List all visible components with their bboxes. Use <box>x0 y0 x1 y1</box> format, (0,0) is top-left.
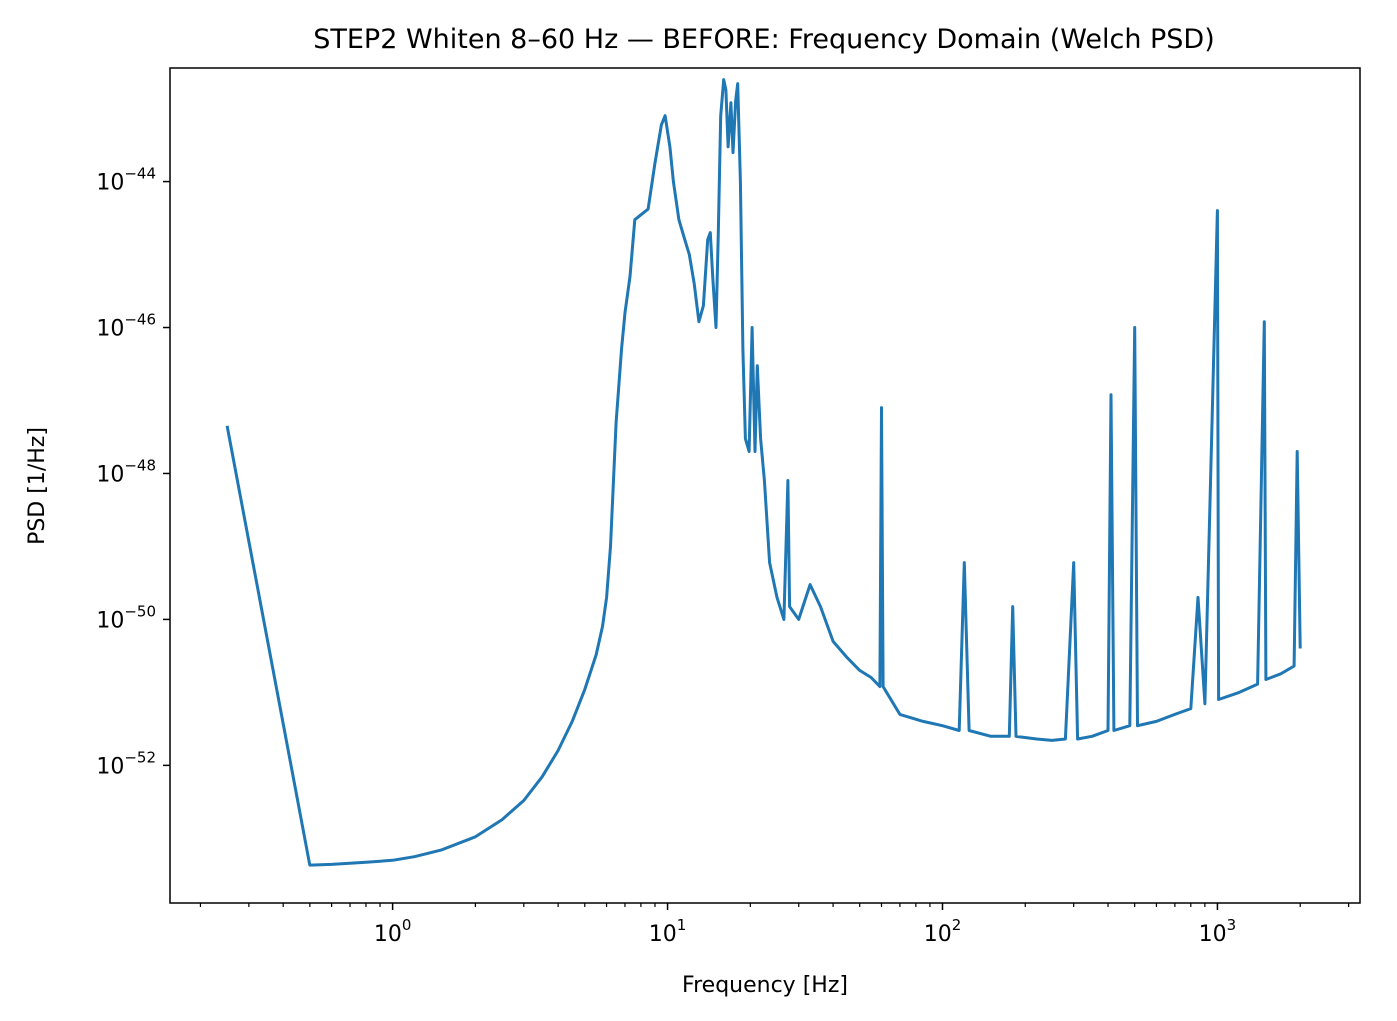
x-minor-ticks <box>199 903 1350 907</box>
y-tick-label: 10−44 <box>96 165 156 196</box>
axes-frame <box>169 67 1361 904</box>
y-tick-label: 10−50 <box>96 602 156 633</box>
x-axis-ticks: 100 101 102 103 <box>374 903 1236 947</box>
x-tick-label: 101 <box>649 916 687 947</box>
x-tick-label: 103 <box>1199 916 1237 947</box>
chart-title: STEP2 Whiten 8–60 Hz — BEFORE: Frequency… <box>313 24 1215 55</box>
y-axis-label: PSD [1/Hz] <box>25 427 50 545</box>
series-layer <box>225 78 1302 867</box>
y-tick-label: 10−46 <box>96 311 156 342</box>
y-axis-ticks: 10−52 10−50 10−48 10−46 10−44 <box>96 165 170 779</box>
plot-area: 100 101 102 103 10−52 10−50 10−48 10−46 10−44 <box>96 67 1361 947</box>
y-tick-label: 10−48 <box>96 456 156 487</box>
psd-series-line <box>225 78 1302 867</box>
x-tick-label: 102 <box>924 916 962 947</box>
y-tick-label: 10−52 <box>96 748 156 779</box>
x-tick-label: 100 <box>374 916 412 947</box>
x-axis-label: Frequency [Hz] <box>682 973 848 998</box>
